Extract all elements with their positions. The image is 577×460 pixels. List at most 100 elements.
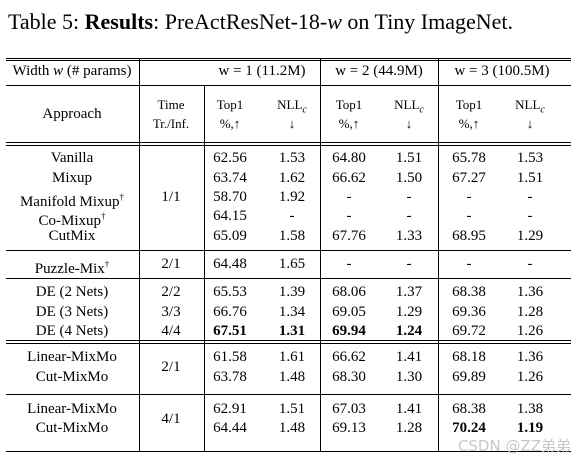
table-cell: 65.53 [213,284,247,300]
table-cell: - [346,189,352,205]
table-cell: 1.31 [278,323,306,339]
table-cell: 65.78 [452,150,486,166]
table-cell: 1.30 [395,369,423,385]
caption-mid: : PreActResNet-18- [153,9,328,34]
row-approach: Manifold Mixup† [19,192,125,210]
row-approach: Linear-MixMo [27,401,117,417]
table-cell: 1.38 [516,401,544,417]
table-rule [6,145,571,146]
row-time: 3/3 [161,304,181,320]
table-cell: 69.05 [332,304,366,320]
top1-header: Top1 [335,97,363,112]
table-cell: 62.56 [213,150,247,166]
row-approach: Linear-MixMo [27,349,117,365]
nll-header: NLLc [515,97,545,116]
table-cell: 64.15 [213,208,247,224]
table-cell: 67.03 [332,401,366,417]
table-cell: 1.92 [278,189,306,205]
table-cell: 68.95 [452,228,486,244]
table-cell: 1.37 [395,284,423,300]
table-rule [6,142,571,143]
row-approach: Cut-MixMo [35,420,109,436]
table-cell: 61.58 [213,349,247,365]
table-rule [6,343,571,344]
table-cell: 68.06 [332,284,366,300]
column-rule [204,85,205,451]
column-rule [139,58,140,451]
table-cell: 1.51 [395,150,423,166]
table-cell: 1.19 [516,420,544,436]
row-approach: DE (4 Nets) [35,323,109,339]
table-cell: 1.51 [516,170,544,186]
table-cell: 58.70 [213,189,247,205]
table-cell: 1.61 [278,349,306,365]
row-time: 4/4 [161,323,181,339]
table-cell: 64.80 [332,150,366,166]
nll-arrow: ↓ [526,116,534,131]
table-caption: Table 5: Results: PreActResNet-18-w on T… [8,6,573,38]
row-approach: Vanilla [50,150,94,166]
table-cell: 1.48 [278,420,306,436]
group-header: w = 2 (44.9M) [335,63,423,79]
table-cell: 64.48 [213,256,247,272]
column-rule [438,58,439,451]
table-cell: 1.50 [395,170,423,186]
caption-prefix: Table 5: [8,9,85,34]
table-cell: 69.94 [332,323,366,339]
table-cell: 67.27 [452,170,486,186]
table-cell: 69.36 [452,304,486,320]
table-cell: 1.34 [278,304,306,320]
row-approach: Mixup [51,170,93,186]
caption-var: w [327,9,342,34]
table-cell: 66.62 [332,349,366,365]
nll-header: NLLc [277,97,307,116]
row-approach: DE (3 Nets) [35,304,109,320]
caption-bold: Results [84,9,154,34]
table-cell: 1.58 [278,228,306,244]
table-cell: - [527,189,533,205]
table-cell: 70.24 [452,420,486,436]
table-cell: - [466,189,472,205]
table-cell: 69.72 [452,323,486,339]
column-rule [320,58,321,451]
table-cell: 63.74 [213,170,247,186]
table-rule [6,278,571,279]
watermark: CSDN @ZZ弟弟 [457,437,571,455]
table-cell: - [527,208,533,224]
table-cell: 1.39 [278,284,306,300]
table-cell: 66.62 [332,170,366,186]
row-time: 2/1 [161,359,181,375]
nll-arrow: ↓ [288,116,296,131]
group-header: w = 1 (11.2M) [218,63,306,79]
table-cell: 1.48 [278,369,306,385]
row-time: 4/1 [161,411,181,427]
row-approach: Co-Mixup† [38,211,106,229]
table-cell: 1.36 [516,284,544,300]
table-rule [6,394,571,395]
table-cell: 68.18 [452,349,486,365]
table-cell: - [289,208,295,224]
row-time: 2/2 [161,284,181,300]
caption-suffix: on Tiny ImageNet. [341,9,514,34]
table-cell: - [406,208,412,224]
table-cell: 67.51 [213,323,247,339]
results-table: Width w (# params) w = 1 (11.2M) w = 2 (44… [6,58,571,454]
table-cell: 68.38 [452,284,486,300]
table-cell: - [406,256,412,272]
top1-subheader: %,↑ [219,116,241,131]
time-header: Time [157,97,185,112]
table-cell: 1.26 [516,369,544,385]
row-approach: DE (2 Nets) [35,284,109,300]
table-rule [6,58,571,59]
table-cell: 66.76 [213,304,247,320]
table-cell: 1.33 [395,228,423,244]
table-cell: 69.13 [332,420,366,436]
time-subheader: Tr./Inf. [152,116,190,131]
approach-header: Approach [42,106,102,122]
row-approach: Puzzle-Mix† [34,259,110,277]
table-cell: - [406,189,412,205]
table-cell: - [346,208,352,224]
table-cell: - [466,256,472,272]
table-cell: 65.09 [213,228,247,244]
row-time: 1/1 [161,189,181,205]
